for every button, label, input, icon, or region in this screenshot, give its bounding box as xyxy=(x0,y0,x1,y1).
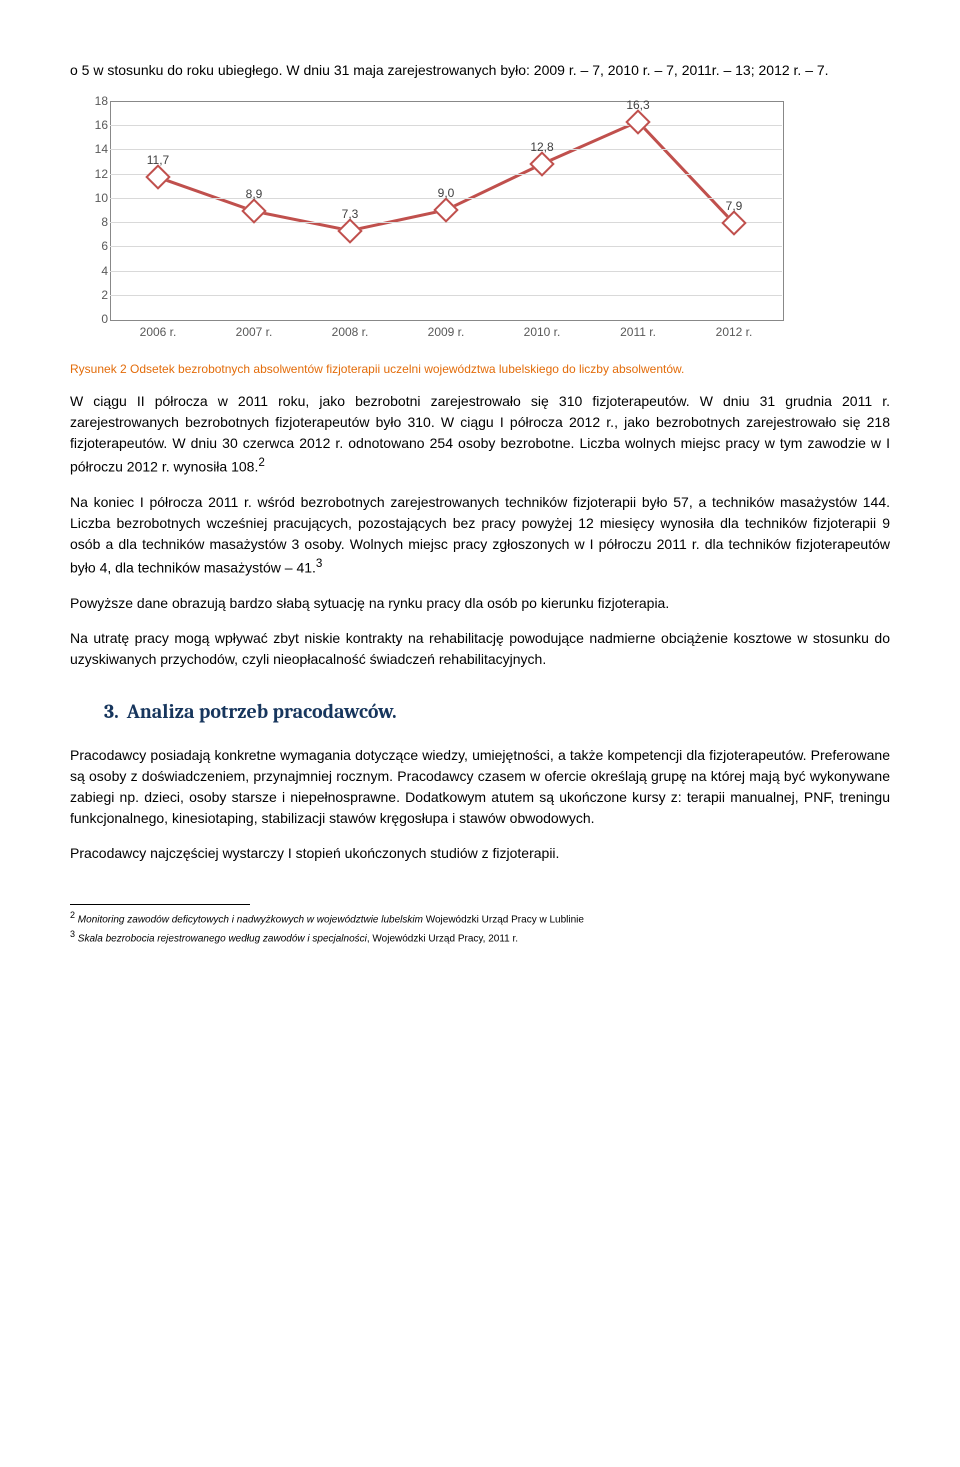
chart-x-label: 2012 r. xyxy=(716,325,753,339)
section-title: Analiza potrzeb pracodawców. xyxy=(127,700,397,723)
chart-y-label: 2 xyxy=(74,288,108,302)
chart-marker xyxy=(625,109,650,134)
footnote-2-rest: Wojewódzki Urząd Pracy w Lublinie xyxy=(423,914,584,925)
chart-x-label: 2006 r. xyxy=(140,325,177,339)
paragraph-2: Na koniec I półrocza 2011 r. wśród bezro… xyxy=(70,492,890,579)
chart-y-label: 12 xyxy=(74,167,108,181)
chart-marker xyxy=(241,198,266,223)
chart-gridline xyxy=(110,149,782,150)
chart-data-label: 8,9 xyxy=(246,187,263,201)
footnote-3-rest: , Wojewódzki Urząd Pracy, 2011 r. xyxy=(367,934,518,945)
footnote-ref-2: 2 xyxy=(258,456,264,469)
chart-gridline xyxy=(110,246,782,247)
chart-y-label: 10 xyxy=(74,191,108,205)
chart-x-label: 2008 r. xyxy=(332,325,369,339)
chart-container: 11,7 8,9 7,3 9,0 12,8 16,3 7,9 0 2 4 6 8 10 12 14 16 18… xyxy=(70,95,790,355)
footnote-2: 2 Monitoring zawodów deficytowych i nadw… xyxy=(70,909,890,927)
chart-gridline xyxy=(110,295,782,296)
footnote-separator xyxy=(70,904,250,905)
paragraph-3: Powyższe dane obrazują bardzo słabą sytu… xyxy=(70,593,890,614)
chart-data-label: 9,0 xyxy=(438,186,455,200)
chart-x-label: 2009 r. xyxy=(428,325,465,339)
chart-data-label: 7,9 xyxy=(726,200,743,214)
chart-gridline xyxy=(110,174,782,175)
footnote-3-num: 3 xyxy=(70,929,75,939)
paragraph-2-text: Na koniec I półrocza 2011 r. wśród bezro… xyxy=(70,494,890,576)
chart-y-label: 18 xyxy=(74,94,108,108)
chart-marker xyxy=(433,197,458,222)
footnote-3: 3 Skala bezrobocia rejestrowanego według… xyxy=(70,928,890,946)
chart-x-label: 2010 r. xyxy=(524,325,561,339)
chart-data-label: 16,3 xyxy=(626,98,649,112)
chart-y-label: 8 xyxy=(74,215,108,229)
paragraph-1: W ciągu II półrocza w 2011 roku, jako be… xyxy=(70,391,890,478)
footnote-2-italic: Monitoring zawodów deficytowych i nadwyż… xyxy=(78,914,423,925)
paragraph-6: Pracodawcy najczęściej wystarczy I stopi… xyxy=(70,843,890,864)
chart-y-label: 4 xyxy=(74,264,108,278)
paragraph-4: Na utratę pracy mogą wpływać zbyt niskie… xyxy=(70,628,890,670)
chart-data-label: 7,3 xyxy=(342,207,359,221)
chart-x-label: 2011 r. xyxy=(620,325,656,339)
chart-x-label: 2007 r. xyxy=(236,325,273,339)
footnote-2-num: 2 xyxy=(70,910,75,920)
chart-data-label: 12,8 xyxy=(530,140,553,154)
chart-marker xyxy=(145,165,170,190)
footnote-ref-3: 3 xyxy=(316,557,322,570)
chart-caption: Rysunek 2 Odsetek bezrobotnych absolwent… xyxy=(70,361,890,377)
section-heading: 3. Analiza potrzeb pracodawców. xyxy=(104,700,890,723)
footnote-3-italic: Skala bezrobocia rejestrowanego według z… xyxy=(78,934,367,945)
section-number: 3. xyxy=(104,700,119,723)
chart-data-label: 11,7 xyxy=(147,153,169,167)
chart-y-label: 6 xyxy=(74,239,108,253)
paragraph-1-text: W ciągu II półrocza w 2011 roku, jako be… xyxy=(70,393,890,475)
paragraph-5: Pracodawcy posiadają konkretne wymagania… xyxy=(70,745,890,829)
chart-y-label: 0 xyxy=(74,312,108,326)
chart-y-label: 16 xyxy=(74,118,108,132)
chart-marker xyxy=(721,211,746,236)
chart-plot-area: 11,7 8,9 7,3 9,0 12,8 16,3 7,9 xyxy=(110,101,782,319)
intro-paragraph: o 5 w stosunku do roku ubiegłego. W dniu… xyxy=(70,60,890,81)
chart-y-label: 14 xyxy=(74,142,108,156)
chart-gridline xyxy=(110,271,782,272)
chart-gridline xyxy=(110,125,782,126)
